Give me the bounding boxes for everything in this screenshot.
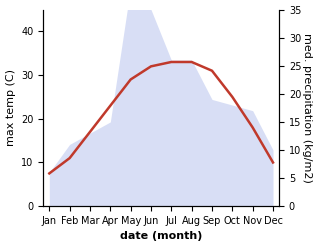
Y-axis label: med. precipitation (kg/m2): med. precipitation (kg/m2) xyxy=(302,33,313,183)
X-axis label: date (month): date (month) xyxy=(120,231,202,242)
Y-axis label: max temp (C): max temp (C) xyxy=(5,69,16,146)
